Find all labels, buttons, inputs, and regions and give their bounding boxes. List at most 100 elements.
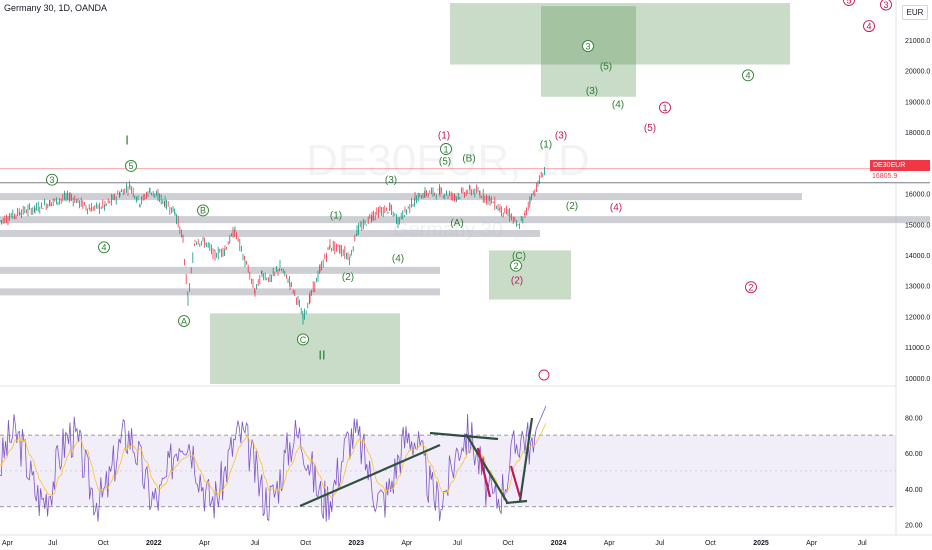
wave-label: (3) [586, 86, 598, 97]
wave-label: (A) [450, 218, 463, 229]
rsi-trendline [299, 443, 441, 508]
wave-label-circle [742, 69, 754, 82]
price-tick-label: 16000.0 [905, 192, 930, 199]
rsi-tick-label: 40.00 [905, 487, 923, 494]
wave-label: (5) [439, 157, 451, 168]
wave-label-circle [178, 315, 190, 327]
wave-label-circle [510, 259, 522, 272]
rsi-line [0, 405, 547, 522]
currency-button[interactable]: EUR [902, 5, 928, 20]
wave-label: 5 [846, 0, 851, 5]
wave-label: 3 [49, 175, 54, 185]
price-tick-label: 12000.0 [905, 314, 930, 321]
wave-label: (2) [566, 201, 578, 212]
time-tick-label: Oct [98, 540, 109, 547]
time-tick-label: 2025 [753, 540, 769, 547]
price-tick-label: 11000.0 [905, 345, 930, 352]
price-tick-label: 10000.0 [905, 376, 930, 383]
time-tick-label: Jul [858, 540, 867, 547]
time-tick-label: Jul [655, 540, 664, 547]
wave-label: 4 [101, 243, 106, 253]
chart-title: Germany 30, 1D, OANDA [4, 3, 108, 13]
wave-label-circle [98, 241, 110, 254]
time-tick-label: Apr [2, 540, 14, 547]
rsi-trendline [509, 465, 522, 498]
wave-label: (B) [462, 154, 475, 165]
wave-label: II [318, 348, 325, 363]
time-tick-label: Apr [199, 540, 211, 547]
rsi-trendline [465, 433, 508, 503]
wave-label: 1 [443, 144, 448, 154]
rsi-trendline [505, 499, 528, 505]
rsi-trendline [518, 417, 534, 502]
time-tick-label: 2023 [348, 540, 364, 547]
wave-label: (5) [644, 123, 656, 134]
wave-label-circle [297, 333, 309, 346]
wave-label-circle [843, 0, 855, 6]
wave-label: (2) [511, 275, 523, 286]
wave-label: (1) [540, 140, 552, 151]
rsi-trendline [476, 447, 492, 498]
candles-group [0, 166, 545, 325]
support-resistance-zone [0, 193, 802, 201]
wave-label: (3) [555, 130, 567, 141]
price-tick-label: 18000.0 [905, 130, 930, 137]
wave-label: C [300, 335, 307, 345]
wave-label: (4) [392, 253, 404, 264]
wave-label-circle [659, 101, 671, 114]
price-tick-label: 14000.0 [905, 253, 930, 260]
last-price-symbol: DE30EUR [873, 162, 906, 169]
time-tick-label: Jul [48, 540, 57, 547]
rsi-trendline [429, 431, 499, 441]
last-price-value: 16805.9 [870, 171, 900, 182]
wave-label: B [200, 206, 206, 216]
wave-label: 4 [866, 21, 871, 31]
wave-label: (4) [612, 100, 624, 111]
wave-label-circle [197, 204, 209, 217]
price-tick-label: 19000.0 [905, 99, 930, 106]
time-tick-label: Oct [705, 540, 716, 547]
support-resistance-zone [0, 216, 930, 224]
target-zone [450, 3, 790, 65]
time-tick-label: Jul [453, 540, 462, 547]
wave-label: (5) [600, 61, 612, 72]
alert-icon [538, 369, 550, 381]
time-tick-label: Apr [806, 540, 818, 547]
price-tick-label: 21000.0 [905, 38, 930, 45]
wave-label-circle [582, 40, 594, 53]
rsi-tick-label: 60.00 [905, 451, 923, 458]
wave-label: 2 [513, 261, 518, 271]
wave-label: (2) [342, 272, 354, 283]
support-resistance-zone [0, 266, 440, 274]
wave-label: (1) [330, 210, 342, 221]
wave-label: 3 [585, 41, 590, 51]
time-tick-label: Oct [300, 540, 311, 547]
time-tick-label: Oct [503, 540, 514, 547]
rsi-ma-line [0, 422, 547, 500]
time-tick-label: 2022 [146, 540, 162, 547]
wave-label-circle [125, 159, 137, 172]
wave-label: I [125, 133, 129, 148]
wave-label: 3 [883, 0, 888, 10]
support-resistance-zone [0, 229, 540, 237]
wave-label: (3) [385, 175, 397, 186]
rsi-tick-label: 20.00 [905, 523, 923, 530]
wave-label: (1) [438, 130, 450, 141]
wave-label: (C) [512, 251, 526, 262]
price-tick-label: 13000.0 [905, 284, 930, 291]
last-price-label: DE30EUR 16805.9 [870, 160, 930, 182]
price-tick-label: 20000.0 [905, 69, 930, 76]
wave-label: 4 [745, 71, 750, 81]
time-tick-label: Jul [251, 540, 260, 547]
wave-label: 5 [128, 161, 133, 171]
support-resistance-zone [0, 288, 440, 296]
time-tick-label: Apr [401, 540, 413, 547]
target-zone [489, 250, 571, 300]
time-tick-label: Apr [604, 540, 616, 547]
wave-label: A [181, 316, 187, 326]
wave-label-circle [880, 0, 892, 11]
price-tick-label: 15000.0 [905, 222, 930, 229]
rsi-tick-label: 80.00 [905, 415, 923, 422]
wave-label-circle [863, 20, 875, 33]
